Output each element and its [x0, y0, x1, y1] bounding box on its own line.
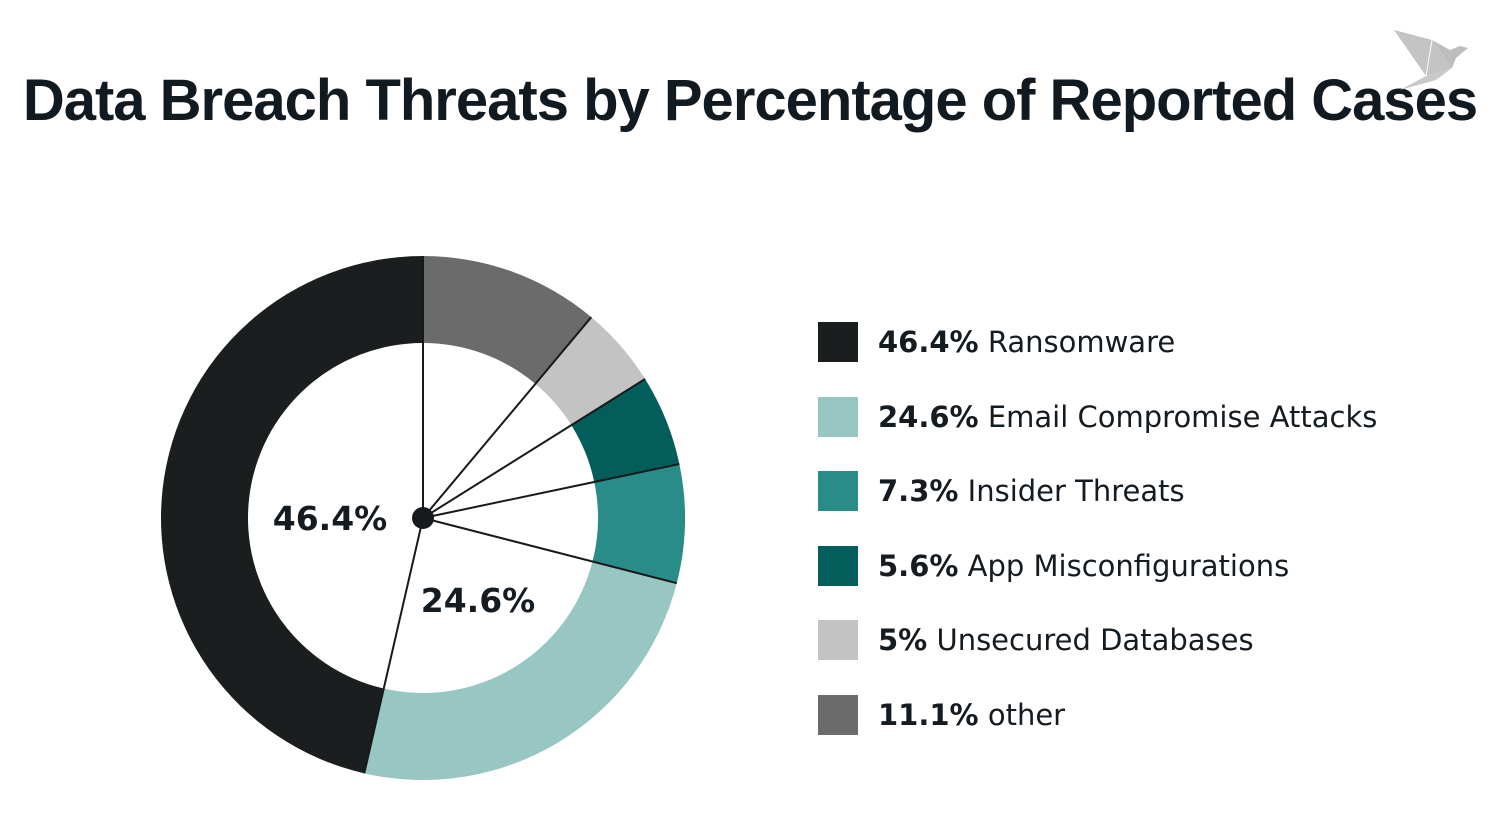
legend-swatch: [818, 322, 858, 362]
slice-divider-line: [422, 316, 593, 519]
donut-chart: 46.4% 24.6%: [160, 256, 685, 781]
legend-label: 11.1% other: [878, 697, 1066, 732]
legend-label: 5.6% App Misconfigurations: [878, 548, 1290, 583]
slice-divider-line: [422, 517, 678, 585]
legend-value: 24.6%: [878, 399, 979, 434]
data-label: 46.4%: [273, 499, 388, 538]
slice-divider-line: [363, 517, 424, 774]
legend-label: 24.6% Email Compromise Attacks: [878, 399, 1378, 434]
legend-label: 7.3% Insider Threats: [878, 474, 1185, 508]
origami-bird-logo-icon: [1394, 30, 1468, 90]
legend-value: 7.3%: [878, 474, 959, 508]
slice-divider-line: [422, 463, 680, 519]
legend-swatch: [818, 620, 858, 660]
center-dot: [412, 507, 434, 529]
legend-value: 5.6%: [878, 548, 959, 583]
legend-value: 46.4%: [878, 325, 979, 359]
data-label: 24.6%: [421, 581, 536, 620]
slice-unsecured-databases: [535, 317, 646, 426]
slice-app-misconfigurations: [571, 379, 680, 482]
slice-other: [423, 256, 592, 384]
slice-insider-threats: [592, 464, 685, 584]
legend-label: 46.4% Ransomware: [878, 325, 1176, 359]
chart-title: Data Breach Threats by Percentage of Rep…: [22, 68, 1478, 133]
legend-value: 5%: [878, 623, 928, 657]
slice-email-compromise-attacks: [364, 561, 677, 781]
legend-swatch: [818, 396, 858, 437]
slice-ransomware: [160, 256, 423, 774]
legend-swatch: [818, 694, 858, 735]
legend-swatch: [818, 545, 858, 586]
legend-label: 5% Unsecured Databases: [878, 623, 1254, 657]
legend-swatch: [818, 471, 858, 511]
legend-value: 11.1%: [878, 697, 979, 732]
slice-divider-line: [422, 378, 646, 519]
